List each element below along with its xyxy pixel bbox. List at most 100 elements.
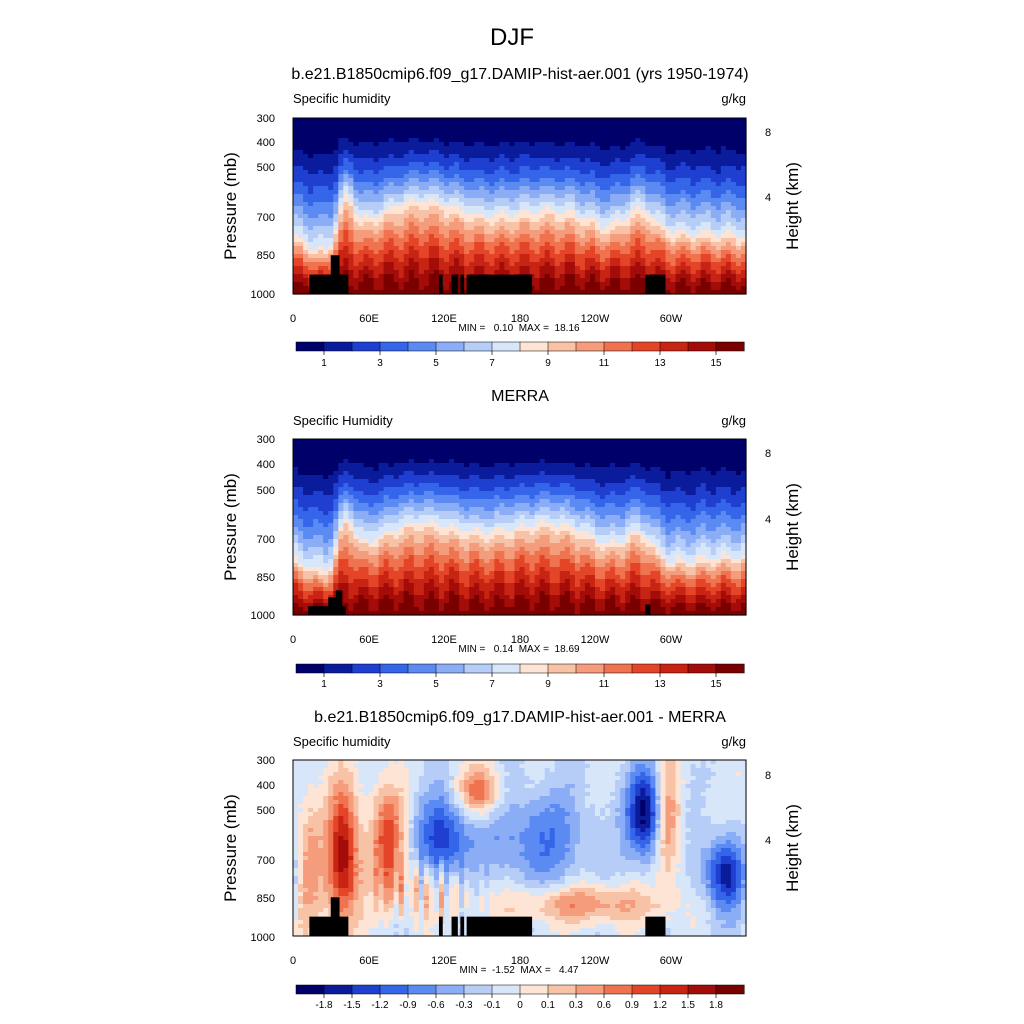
field-cell <box>680 122 687 127</box>
field-cell <box>373 463 380 468</box>
field-cell <box>715 270 722 275</box>
field-cell <box>474 242 480 247</box>
field-cell <box>509 266 516 271</box>
field-cell <box>740 270 747 275</box>
field-cell <box>343 447 349 452</box>
field-cell <box>695 463 702 468</box>
field-cell <box>343 138 349 143</box>
field-cell <box>484 154 490 159</box>
field-cell <box>338 439 344 444</box>
field-cell <box>449 258 455 263</box>
field-cell <box>494 451 500 456</box>
field-cell <box>494 471 500 476</box>
field-cell <box>569 154 576 159</box>
field-cell <box>459 162 465 167</box>
field-cell <box>569 286 576 291</box>
field-cell <box>444 122 450 127</box>
field-cell <box>640 447 646 452</box>
field-cell <box>670 463 677 468</box>
field-cell <box>569 475 576 480</box>
field-cell <box>308 162 314 167</box>
field-cell <box>595 290 601 295</box>
field-cell <box>655 126 662 131</box>
field-cell <box>630 206 636 211</box>
field-cell <box>514 150 521 155</box>
field-cell <box>378 142 385 147</box>
field-cell <box>358 170 365 175</box>
field-cell <box>539 254 546 259</box>
field-cell <box>403 274 410 279</box>
field-cell <box>680 166 687 171</box>
field-cell <box>358 266 365 271</box>
field-cell <box>358 439 365 444</box>
field-cell <box>459 270 465 275</box>
field-cell <box>509 258 516 263</box>
field-cell <box>549 186 556 191</box>
field-cell <box>710 158 717 163</box>
field-cell <box>459 118 465 123</box>
field-cell <box>499 250 505 255</box>
field-cell <box>640 290 646 295</box>
field-cell <box>650 234 656 239</box>
field-cell <box>725 274 732 279</box>
field-cell <box>655 459 662 464</box>
field-cell <box>323 154 329 159</box>
field-cell <box>584 166 591 171</box>
field-cell <box>650 443 656 448</box>
field-cell <box>529 246 536 251</box>
field-cell <box>333 238 339 243</box>
field-cell <box>438 178 445 183</box>
field-cell <box>408 439 415 444</box>
field-cell <box>293 150 299 155</box>
field-cell <box>595 138 601 143</box>
field-cell <box>298 459 304 464</box>
field-cell <box>519 475 526 480</box>
field-cell <box>554 455 561 460</box>
field-cell <box>579 134 586 139</box>
field-cell <box>398 234 405 239</box>
field-cell <box>489 230 495 235</box>
field-cell <box>373 471 380 476</box>
field-cell <box>298 230 304 235</box>
field-cell <box>479 246 485 251</box>
field-cell <box>685 138 692 143</box>
field-cell <box>650 170 656 175</box>
field-cell <box>635 214 641 219</box>
field-cell <box>398 194 405 199</box>
field-cell <box>559 206 566 211</box>
field-cell <box>438 170 445 175</box>
field-cell <box>584 234 591 239</box>
field-cell <box>293 130 299 135</box>
field-cell <box>368 278 375 283</box>
field-cell <box>610 455 616 460</box>
field-cell <box>630 254 636 259</box>
field-cell <box>514 467 521 472</box>
field-cell <box>433 142 440 147</box>
field-cell <box>554 286 561 291</box>
field-cell <box>665 166 672 171</box>
field-cell <box>464 146 470 151</box>
field-cell <box>383 142 390 147</box>
field-cell <box>343 190 349 195</box>
field-cell <box>675 282 682 287</box>
field-cell <box>489 134 495 139</box>
field-cell <box>620 278 626 283</box>
field-cell <box>433 158 440 163</box>
field-cell <box>549 134 556 139</box>
field-cell <box>333 218 339 223</box>
field-cell <box>715 134 722 139</box>
field-cell <box>534 178 541 183</box>
field-cell <box>449 198 455 203</box>
field-cell <box>499 198 505 203</box>
field-cell <box>484 250 490 255</box>
field-cell <box>620 166 626 171</box>
field-cell <box>675 130 682 135</box>
field-cell <box>408 166 415 171</box>
field-cell <box>368 150 375 155</box>
field-cell <box>313 258 319 263</box>
field-cell <box>378 467 385 472</box>
field-cell <box>469 258 475 263</box>
field-cell <box>474 138 480 143</box>
field-cell <box>559 270 566 275</box>
field-cell <box>579 226 586 231</box>
